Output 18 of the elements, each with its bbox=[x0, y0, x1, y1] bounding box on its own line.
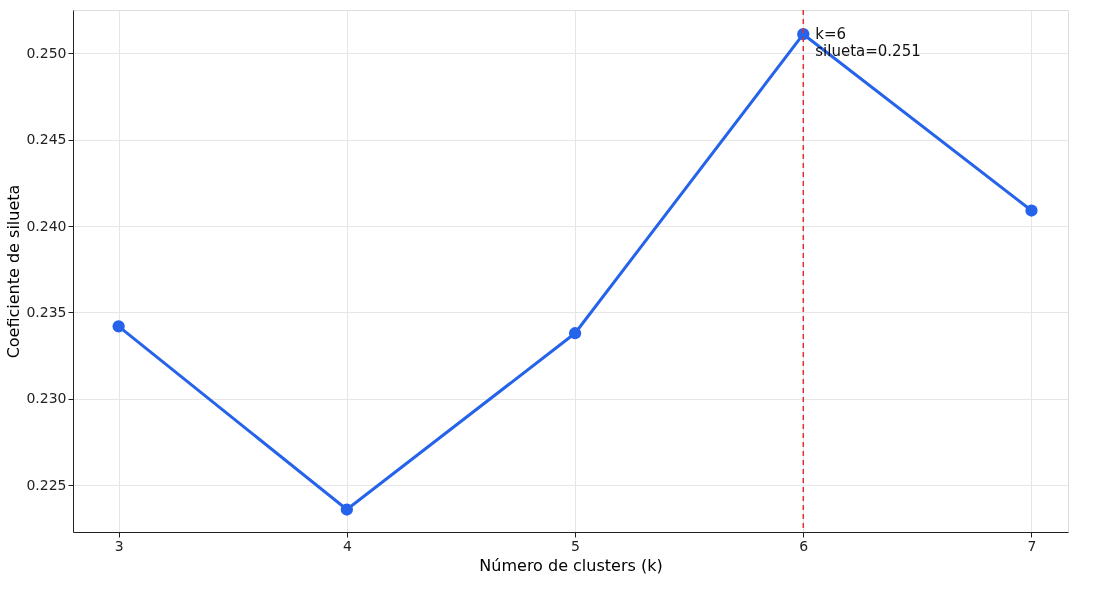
x-tick-label: 3 bbox=[114, 537, 124, 554]
y-tick-label: 0.240 bbox=[26, 217, 67, 234]
x-tick-label: 7 bbox=[1027, 537, 1037, 554]
y-tick-label: 0.230 bbox=[26, 390, 67, 407]
y-axis-title: Coeficiente de silueta bbox=[4, 184, 24, 359]
x-tick-label: 6 bbox=[799, 537, 809, 554]
x-tick-label: 5 bbox=[571, 537, 581, 554]
point bbox=[797, 28, 810, 41]
y-tick-label: 0.235 bbox=[26, 303, 67, 320]
point bbox=[568, 327, 582, 340]
x-tick-label: 4 bbox=[342, 537, 352, 554]
x-axis-title: Número de clusters (k) bbox=[479, 555, 663, 575]
point bbox=[340, 503, 353, 516]
point bbox=[112, 320, 125, 333]
point bbox=[1025, 204, 1038, 217]
y-tick-label: 0.245 bbox=[26, 131, 67, 148]
y-tick-label: 0.225 bbox=[26, 476, 67, 493]
y-tick-label: 0.250 bbox=[26, 44, 67, 61]
